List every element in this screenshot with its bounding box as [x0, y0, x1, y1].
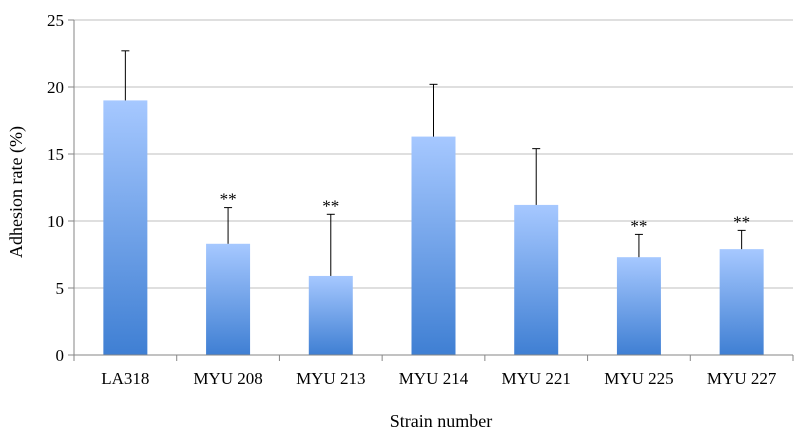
x-tick-label: MYU 221 [502, 369, 571, 388]
x-tick-label: MYU 208 [193, 369, 262, 388]
x-tick-label: MYU 214 [399, 369, 469, 388]
bar [719, 249, 764, 355]
x-tick-labels: LA318 MYU 208 MYU 213 MYU 214 MYU 221 MYU 225… [101, 369, 777, 388]
x-axis-title: Strain number [390, 411, 492, 431]
bar [103, 100, 148, 356]
y-axis-title: Adhesion rate (%) [6, 126, 27, 258]
y-tick-labels: 0 5 10 15 20 25 [47, 11, 64, 365]
significance-label: ** [630, 216, 647, 235]
significance-label: ** [220, 190, 237, 209]
bar [411, 136, 456, 355]
bars: ** ** ** ** [103, 50, 764, 356]
y-tick-label: 10 [47, 212, 64, 231]
x-tick-label: MYU 225 [604, 369, 673, 388]
y-tick-label: 15 [47, 145, 64, 164]
axes [73, 20, 793, 361]
x-tick-label: MYU 213 [296, 369, 365, 388]
significance-label: ** [322, 196, 339, 215]
bar [616, 257, 661, 355]
bar [514, 204, 559, 355]
x-tick-label: LA318 [101, 369, 149, 388]
y-tick-label: 25 [47, 11, 64, 30]
y-tick-label: 0 [56, 346, 65, 365]
bar [206, 243, 251, 355]
significance-label: ** [733, 212, 750, 231]
y-tick-label: 5 [56, 279, 65, 298]
bar [308, 275, 353, 355]
y-tick-label: 20 [47, 78, 64, 97]
x-tick-label: MYU 227 [707, 369, 777, 388]
